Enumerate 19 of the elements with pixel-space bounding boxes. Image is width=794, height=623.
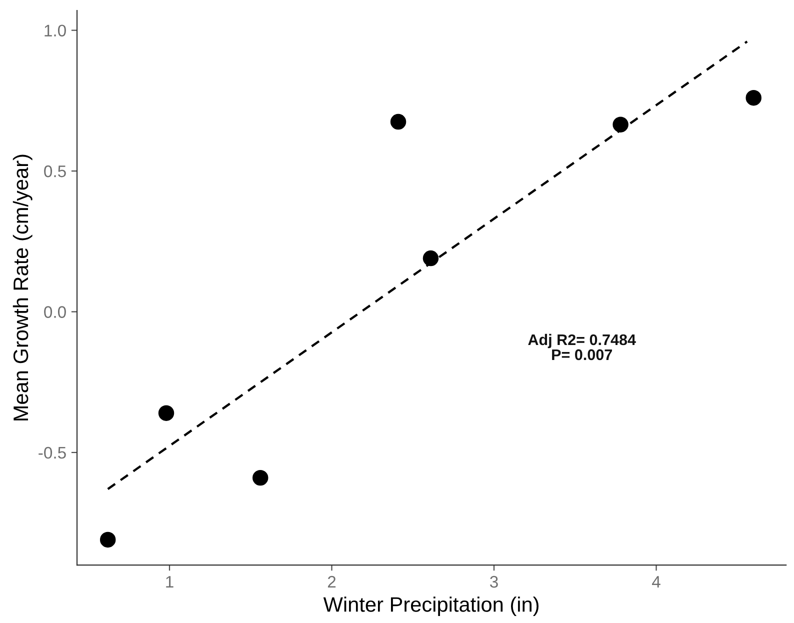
x-tick-label: 3 xyxy=(490,576,498,588)
x-tick-label: 4 xyxy=(652,576,660,588)
point xyxy=(100,532,116,548)
x-tick-label: 1 xyxy=(166,576,174,588)
point xyxy=(422,250,439,266)
point xyxy=(252,470,268,486)
y-tick-label: -0.5 xyxy=(38,446,66,459)
y-tick-label: 0.0 xyxy=(44,306,66,318)
y-tick-label: 1.0 xyxy=(44,24,66,36)
annotation: Adj R2= 0.7484 xyxy=(528,334,636,348)
point xyxy=(390,114,406,130)
point xyxy=(158,405,174,421)
x-axis-title: Winter Precipitation (in) xyxy=(323,596,538,616)
x-tick-label: 2 xyxy=(328,576,336,588)
point xyxy=(612,116,628,132)
annotation: P= 0.007 xyxy=(552,349,612,360)
y-tick-label: 0.5 xyxy=(44,165,66,178)
y-axis-title: Mean Growth Rate (cm/year) xyxy=(12,154,32,420)
point xyxy=(746,90,762,106)
